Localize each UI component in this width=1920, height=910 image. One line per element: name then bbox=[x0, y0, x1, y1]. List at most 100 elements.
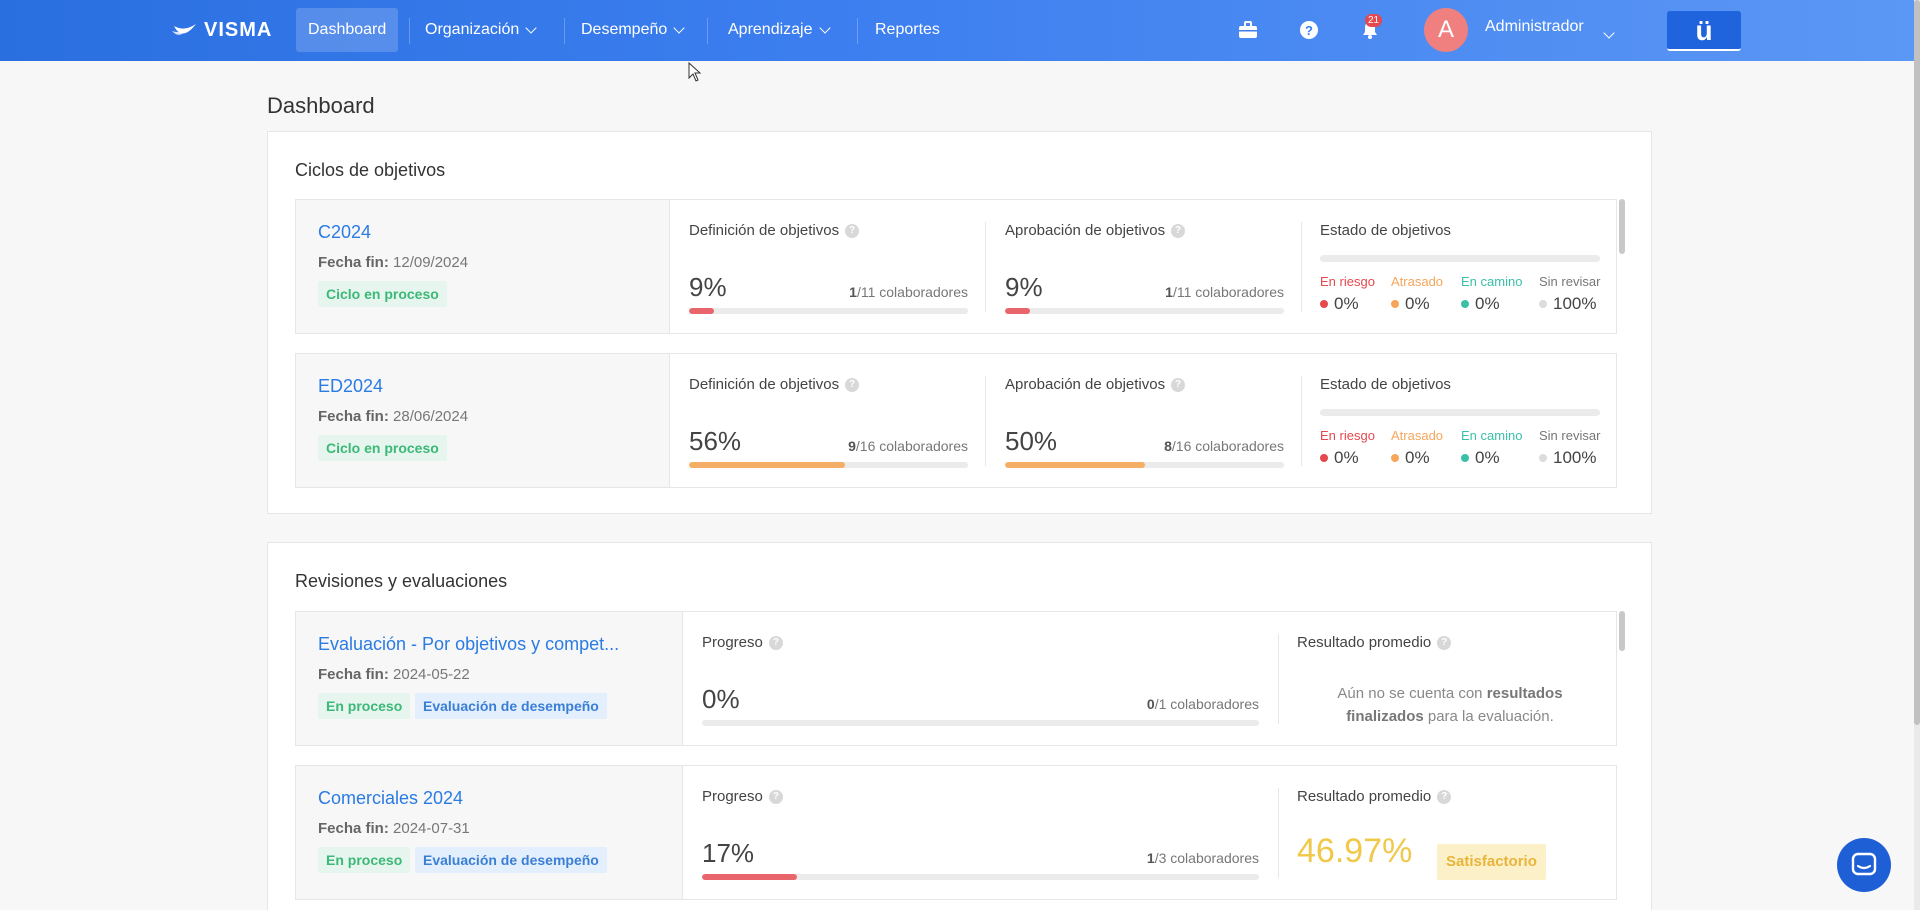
metric-label-text: Resultado promedio bbox=[1297, 788, 1432, 805]
date-value: 28/06/2024 bbox=[393, 408, 469, 425]
count-total: /1 colaboradores bbox=[1154, 696, 1259, 712]
status-badge: Ciclo en proceso bbox=[318, 435, 447, 461]
help-icon[interactable]: ? bbox=[768, 789, 783, 804]
metric-percent: 50% bbox=[1005, 426, 1058, 456]
user-menu-chevron[interactable] bbox=[1603, 24, 1615, 42]
ontrack-dot-icon bbox=[1461, 300, 1469, 308]
state-label-risk: En riesgo bbox=[1320, 274, 1375, 289]
state-value: 100% bbox=[1539, 448, 1596, 468]
nav-divider bbox=[409, 18, 410, 44]
metric-label: Definición de objetivos? bbox=[689, 376, 860, 393]
empty-msg-bold: resultados finalizados bbox=[1346, 685, 1563, 725]
user-name[interactable]: Administrador bbox=[1485, 18, 1584, 35]
help-icon[interactable]: ? bbox=[768, 635, 783, 650]
svg-text:?: ? bbox=[1305, 23, 1313, 38]
state-label-late: Atrasado bbox=[1391, 274, 1444, 289]
late-dot-icon bbox=[1391, 300, 1399, 308]
count-total: /11 colaboradores bbox=[1172, 284, 1284, 300]
chevron-down-icon bbox=[673, 21, 685, 34]
ontrack-dot-icon bbox=[1461, 454, 1469, 462]
metric-label-text: Definición de objetivos bbox=[689, 376, 840, 393]
state-value-text: 0% bbox=[1405, 294, 1430, 313]
review-info: Comerciales 2024 Fecha fin: 2024-07-31 E… bbox=[296, 766, 683, 899]
help-icon[interactable]: ? bbox=[1171, 223, 1186, 238]
reviews-scrollbar-thumb[interactable] bbox=[1619, 611, 1625, 651]
date-value: 2024-05-22 bbox=[393, 666, 470, 683]
nav-dashboard[interactable]: Dashboard bbox=[296, 8, 399, 52]
empty-msg-text: Aún no se cuenta con bbox=[1337, 685, 1487, 702]
divider bbox=[1278, 788, 1279, 878]
progress-bar bbox=[702, 720, 1259, 726]
help-icon[interactable]: ? bbox=[1297, 18, 1321, 42]
approval-metric: Aprobación de objetivos? 9% 1/11 colabor… bbox=[1005, 200, 1284, 333]
count-done: 0 bbox=[1146, 696, 1155, 712]
count-done: 8 bbox=[1164, 438, 1172, 454]
state-label: Estado de objetivos bbox=[1320, 376, 1451, 393]
review-name-link[interactable]: Evaluación - Por objetivos y compet... bbox=[318, 634, 620, 654]
cycle-name-link[interactable]: ED2024 bbox=[318, 376, 384, 396]
progress-metric: Progreso? 0% 0/1 colaboradores bbox=[702, 612, 1259, 745]
chevron-down-icon bbox=[818, 21, 831, 34]
state-label-unreviewed: Sin revisar bbox=[1539, 274, 1601, 289]
help-icon[interactable]: ? bbox=[1171, 377, 1186, 392]
progress-fill bbox=[1005, 308, 1031, 314]
metric-count: 8/16 colaboradores bbox=[1164, 438, 1284, 454]
state-value: 0% bbox=[1461, 294, 1500, 314]
rating-badge: Satisfactorio bbox=[1437, 844, 1546, 880]
visma-logo-icon bbox=[172, 23, 196, 35]
app-switch-button[interactable]: ü bbox=[1667, 11, 1741, 51]
state-value-text: 100% bbox=[1553, 294, 1597, 313]
state-label-unreviewed: Sin revisar bbox=[1539, 428, 1601, 443]
progress-bar bbox=[1005, 308, 1284, 314]
review-card: Comerciales 2024 Fecha fin: 2024-07-31 E… bbox=[295, 765, 1617, 900]
help-icon[interactable]: ? bbox=[1437, 635, 1452, 650]
metric-label: Progreso? bbox=[702, 634, 783, 651]
nav-divider bbox=[857, 18, 858, 44]
nav-reportes[interactable]: Reportes bbox=[863, 8, 952, 52]
nav-divider bbox=[564, 18, 565, 44]
nav-aprendizaje[interactable]: Aprendizaje bbox=[716, 8, 841, 52]
divider bbox=[1301, 222, 1302, 312]
page-scrollbar-thumb[interactable] bbox=[1914, 0, 1920, 725]
cycles-scrollbar-thumb[interactable] bbox=[1619, 199, 1625, 254]
metric-label: Progreso? bbox=[702, 788, 783, 805]
state-label-risk: En riesgo bbox=[1320, 428, 1375, 443]
nav-organizacion[interactable]: Organización bbox=[413, 8, 547, 52]
risk-dot-icon bbox=[1320, 300, 1328, 308]
metric-percent: 17% bbox=[702, 838, 755, 868]
divider bbox=[985, 222, 986, 312]
review-name-link[interactable]: Comerciales 2024 bbox=[318, 788, 464, 808]
type-badge: Evaluación de desempeño bbox=[415, 847, 607, 873]
cycle-end-date: Fecha fin: 28/06/2024 bbox=[318, 408, 468, 425]
notification-badge: 21 bbox=[1365, 14, 1383, 27]
metric-label-text: Aprobación de objetivos bbox=[1005, 222, 1166, 239]
avatar[interactable]: A bbox=[1424, 8, 1468, 52]
chat-icon bbox=[1851, 852, 1877, 876]
state-value: 0% bbox=[1391, 448, 1430, 468]
help-icon[interactable]: ? bbox=[845, 223, 860, 238]
cycle-name-link[interactable]: C2024 bbox=[318, 222, 372, 242]
objectives-state: Estado de objetivos En riesgo Atrasado E… bbox=[1320, 354, 1600, 487]
progress-bar bbox=[702, 874, 1259, 880]
risk-dot-icon bbox=[1320, 454, 1328, 462]
metric-count: 1/11 colaboradores bbox=[849, 284, 968, 300]
nav-divider bbox=[707, 18, 708, 44]
top-navbar: VISMA Dashboard Organización Desempeño A… bbox=[0, 0, 1915, 61]
definition-metric: Definición de objetivos? 56% 9/16 colabo… bbox=[689, 354, 968, 487]
nav-desempeno[interactable]: Desempeño bbox=[569, 8, 695, 52]
metric-label-text: Aprobación de objetivos bbox=[1005, 376, 1166, 393]
date-value: 12/09/2024 bbox=[393, 254, 469, 271]
help-icon[interactable]: ? bbox=[1437, 789, 1452, 804]
help-icon[interactable]: ? bbox=[845, 377, 860, 392]
metric-label: Resultado promedio? bbox=[1297, 788, 1452, 805]
divider bbox=[1301, 376, 1302, 466]
state-value: 0% bbox=[1320, 294, 1359, 314]
visma-logo[interactable]: VISMA bbox=[172, 19, 272, 42]
state-value-text: 0% bbox=[1475, 294, 1500, 313]
chat-launcher-button[interactable] bbox=[1837, 838, 1891, 892]
briefcase-icon[interactable] bbox=[1236, 18, 1260, 42]
nav-desempeno-label: Desempeño bbox=[581, 21, 668, 38]
status-badge: Ciclo en proceso bbox=[318, 281, 447, 307]
metric-label-text: Definición de objetivos bbox=[689, 222, 840, 239]
state-value-text: 0% bbox=[1475, 448, 1500, 467]
